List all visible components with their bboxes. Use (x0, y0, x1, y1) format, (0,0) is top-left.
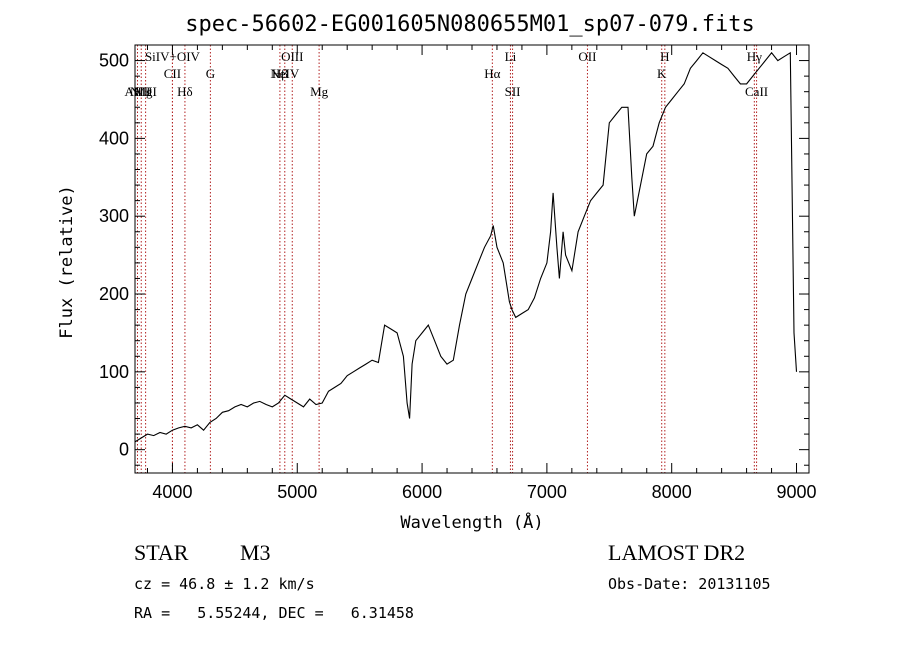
object-subclass: M3 (240, 540, 271, 565)
plot-frame (134, 44, 810, 474)
marker-label-Hγ: Hγ (747, 49, 762, 64)
marker-label-G: G (206, 66, 215, 81)
marker-label-SII: SII (505, 84, 521, 99)
x-axis-label: Wavelength (Å) (400, 511, 543, 533)
marker-label-Mg: Mg (310, 84, 329, 99)
marker-label-CaII: CaII (745, 84, 768, 99)
x-tick-label: 9000 (776, 482, 816, 502)
marker-label-K: K (657, 66, 667, 81)
marker-label-OIII: OIII (281, 49, 303, 64)
x-tick-label: 5000 (277, 482, 317, 502)
marker-label-Li: Li (505, 49, 517, 64)
line-marker-labels: AlIIINIIIMgISiIV+OIVCIIHδGOIIIHβNeIVMgHα… (124, 49, 768, 99)
marker-label-Hβ: Hβ (272, 66, 288, 81)
y-tick-label: 100 (99, 362, 129, 382)
y-axis-ticks: 0 100 200 300 400 500 (99, 44, 809, 466)
y-tick-label: 500 (99, 51, 129, 71)
observation-date: Obs-Date: 20131105 (608, 575, 771, 593)
x-axis-ticks: 4000 5000 6000 7000 8000 9000 (146, 45, 817, 502)
x-tick-label: 6000 (402, 482, 442, 502)
marker-label-Hδ: Hδ (177, 84, 193, 99)
spectrum-series-line (134, 51, 798, 443)
x-tick-label: 8000 (652, 482, 692, 502)
marker-label-NeIV: NeIV (270, 66, 299, 81)
marker-label-NIII: NIII (130, 84, 152, 99)
object-class: STAR (134, 540, 189, 565)
x-tick-label: 7000 (527, 482, 567, 502)
coordinates: RA = 5.55244, DEC = 6.31458 (134, 604, 414, 622)
spectrum-chart: spec-56602-EG001605N080655M01_sp07-079.f… (57, 12, 817, 533)
line-markers (136, 45, 758, 473)
marker-label-Hα: Hα (484, 66, 500, 81)
y-axis-label: Flux (relative) (57, 185, 77, 339)
y-tick-label: 300 (99, 206, 129, 226)
chart-title: spec-56602-EG001605N080655M01_sp07-079.f… (185, 12, 755, 37)
marker-label-OII: OII (578, 49, 596, 64)
y-tick-label: 200 (99, 284, 129, 304)
y-tick-label: 0 (119, 440, 129, 460)
x-tick-label: 4000 (152, 482, 192, 502)
marker-label-H: H (660, 49, 669, 64)
survey-name: LAMOST DR2 (608, 540, 746, 565)
marker-label-CII: CII (164, 66, 181, 81)
y-tick-label: 400 (99, 128, 129, 148)
redshift-value: cz = 46.8 ± 1.2 km/s (134, 575, 315, 593)
marker-label-MgI: MgI (134, 84, 156, 99)
marker-label-SiIV+OIV: SiIV+OIV (145, 49, 201, 64)
